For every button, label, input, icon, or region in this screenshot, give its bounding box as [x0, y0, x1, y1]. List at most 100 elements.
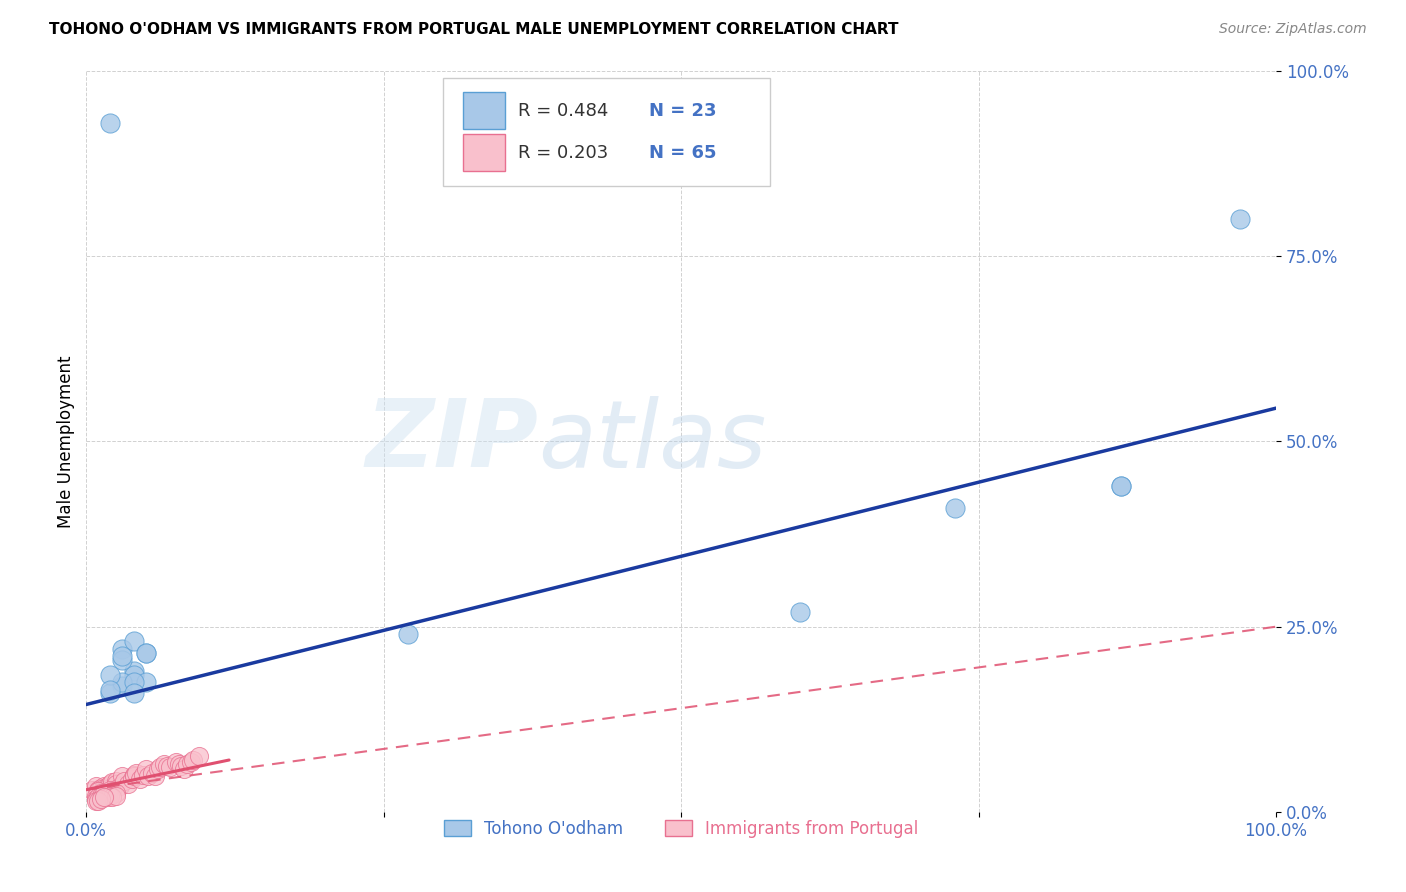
Point [87, 784, 110, 798]
Point [122, 668, 145, 682]
Point [98, 782, 121, 797]
Point [93, 781, 115, 796]
Point [84, 791, 107, 805]
Point [82, 782, 104, 797]
FancyBboxPatch shape [464, 134, 505, 171]
Point [170, 759, 193, 773]
Point [98, 777, 121, 791]
Point [90, 786, 112, 800]
Point [789, 605, 811, 619]
FancyBboxPatch shape [443, 78, 770, 186]
Point [93, 789, 115, 803]
Point [97, 786, 120, 800]
Point [111, 769, 134, 783]
Point [105, 789, 128, 803]
Point [135, 646, 157, 660]
Point [87, 791, 110, 805]
Point [146, 762, 169, 776]
Point [159, 760, 181, 774]
Text: TOHONO O'ODHAM VS IMMIGRANTS FROM PORTUGAL MALE UNEMPLOYMENT CORRELATION CHART: TOHONO O'ODHAM VS IMMIGRANTS FROM PORTUG… [49, 22, 898, 37]
Point [98, 686, 121, 700]
Point [111, 679, 134, 693]
Point [105, 777, 128, 791]
Point [98, 668, 121, 682]
Point [136, 769, 159, 783]
Point [87, 794, 110, 808]
Point [112, 773, 135, 788]
Point [135, 646, 157, 660]
Point [132, 768, 155, 782]
Point [156, 759, 179, 773]
Point [943, 501, 966, 516]
Point [396, 627, 419, 641]
Point [1229, 212, 1251, 227]
Point [101, 775, 124, 789]
Point [183, 753, 205, 767]
Point [111, 641, 134, 656]
Point [188, 749, 211, 764]
Point [1111, 479, 1133, 493]
Point [93, 779, 115, 793]
Point [90, 789, 112, 803]
Point [122, 634, 145, 648]
Text: R = 0.203: R = 0.203 [519, 144, 609, 161]
Point [93, 790, 115, 805]
Point [122, 768, 145, 782]
Point [98, 781, 121, 796]
Y-axis label: Male Unemployment: Male Unemployment [58, 355, 75, 528]
Text: Source: ZipAtlas.com: Source: ZipAtlas.com [1219, 22, 1367, 37]
Point [122, 664, 145, 678]
Text: atlas: atlas [538, 396, 766, 487]
Point [93, 786, 115, 800]
Text: R = 0.484: R = 0.484 [519, 102, 609, 120]
Point [135, 675, 157, 690]
Point [111, 653, 134, 667]
Point [1111, 479, 1133, 493]
Legend: Tohono O'odham, Immigrants from Portugal: Tohono O'odham, Immigrants from Portugal [437, 813, 925, 845]
Point [111, 649, 134, 664]
Point [90, 781, 112, 796]
Point [176, 756, 198, 771]
Point [87, 790, 110, 805]
Text: N = 23: N = 23 [650, 102, 717, 120]
Text: ZIP: ZIP [366, 395, 538, 487]
Point [97, 779, 120, 793]
Point [180, 755, 202, 769]
Point [173, 762, 195, 776]
Point [98, 682, 121, 697]
Point [128, 772, 150, 786]
Point [141, 766, 163, 780]
Point [84, 779, 107, 793]
Point [143, 769, 166, 783]
Point [122, 769, 145, 783]
Point [93, 782, 115, 797]
Point [90, 784, 112, 798]
Point [84, 789, 107, 803]
Point [125, 766, 148, 780]
Point [108, 779, 131, 793]
Point [122, 675, 145, 690]
Point [117, 777, 139, 791]
Point [152, 756, 174, 771]
Point [111, 675, 134, 690]
Point [101, 784, 124, 798]
Point [97, 786, 120, 800]
FancyBboxPatch shape [464, 92, 505, 129]
Point [105, 786, 128, 800]
Point [87, 782, 110, 797]
Point [90, 790, 112, 805]
Point [105, 773, 128, 788]
Point [167, 756, 190, 771]
Point [84, 794, 107, 808]
Point [93, 789, 115, 803]
Point [101, 790, 124, 805]
Point [149, 760, 172, 774]
Point [90, 791, 112, 805]
Point [98, 789, 121, 803]
Point [165, 755, 187, 769]
Text: N = 65: N = 65 [650, 144, 717, 161]
Point [135, 762, 157, 776]
Point [122, 686, 145, 700]
Point [97, 790, 120, 805]
Point [121, 772, 143, 786]
